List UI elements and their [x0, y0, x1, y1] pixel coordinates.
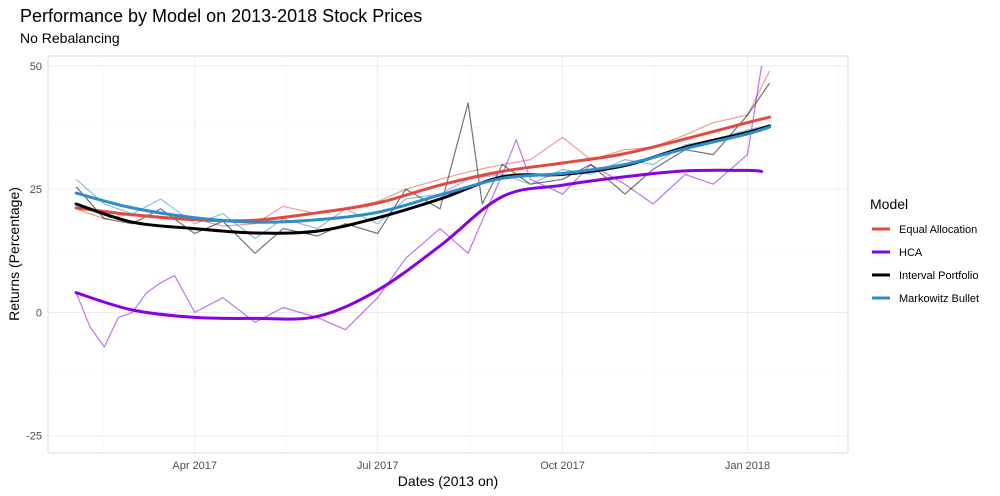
y-tick-label: 0 — [36, 307, 42, 319]
smooth-line-equal-allocation — [74, 115, 772, 223]
y-tick-label: -25 — [26, 431, 42, 443]
raw-line-interval-portfolio — [75, 82, 771, 254]
x-axis-title: Dates (2013 on) — [398, 473, 498, 489]
y-tick-label: 50 — [30, 61, 42, 73]
legend-item-hca: HCA — [872, 247, 923, 259]
legend-label-hca: HCA — [899, 247, 923, 259]
x-tick-label: Oct 2017 — [540, 460, 585, 472]
legend-label-markowitz-bullet: Markowitz Bullet — [899, 293, 979, 305]
smoothed-series-lines — [74, 115, 772, 321]
minor-gridlines — [48, 56, 848, 453]
y-tick-label: 25 — [30, 184, 42, 196]
smooth-line-hca — [74, 168, 764, 321]
x-axis-ticks: Apr 2017 Jul 2017 Oct 2017 Jan 2018 — [172, 460, 770, 472]
legend-item-equal-allocation: Equal Allocation — [872, 224, 977, 236]
legend-item-interval-portfolio: Interval Portfolio — [872, 270, 978, 282]
legend-items: Equal Allocation HCA Interval Portfolio Mar… — [872, 224, 979, 305]
x-tick-label: Apr 2017 — [172, 460, 217, 472]
chart-subtitle: No Rebalancing — [20, 30, 120, 46]
legend: Model Equal Allocation HCA Interval Portfo… — [870, 196, 979, 305]
x-tick-label: Jan 2018 — [725, 460, 770, 472]
y-axis-ticks: -25 0 25 50 — [26, 61, 42, 443]
plot-panel-border — [47, 55, 849, 454]
chart-title: Performance by Model on 2013-2018 Stock … — [20, 6, 422, 26]
legend-title: Model — [870, 196, 908, 212]
x-tick-label: Jul 2017 — [357, 460, 399, 472]
legend-label-interval-portfolio: Interval Portfolio — [899, 270, 978, 282]
legend-label-equal-allocation: Equal Allocation — [899, 224, 977, 236]
raw-line-hca — [75, 65, 763, 348]
legend-item-markowitz-bullet: Markowitz Bullet — [872, 293, 979, 305]
y-axis-title: Returns (Percentage) — [6, 187, 22, 321]
smooth-line-markowitz-bullet — [74, 125, 772, 224]
